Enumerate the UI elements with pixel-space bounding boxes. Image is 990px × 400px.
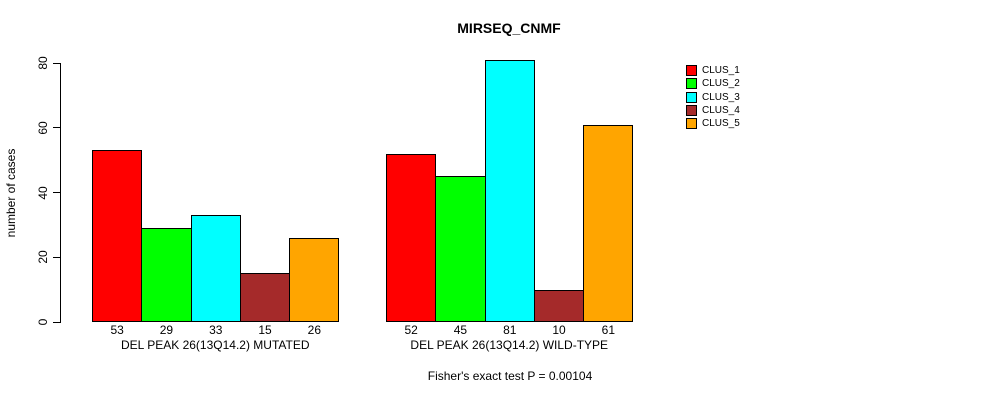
bar-CLUS_3 (484, 59, 535, 322)
legend-swatch-CLUS_3 (686, 91, 697, 103)
legend-item-CLUS_4: CLUS_4 (686, 104, 806, 117)
bar-CLUS_5 (583, 124, 634, 322)
bar-CLUS_1 (386, 153, 437, 322)
legend-swatch-CLUS_5 (686, 118, 697, 130)
bar-value-label: 61 (601, 323, 616, 337)
bar-value-label: 33 (209, 323, 223, 337)
legend-swatch-CLUS_1 (686, 65, 697, 77)
legend-swatch-CLUS_2 (686, 78, 697, 90)
legend-label: CLUS_3 (702, 91, 740, 103)
bar-value-label: 52 (404, 323, 418, 337)
y-axis-tick-label: 40 (36, 185, 50, 200)
y-axis-tick (53, 321, 60, 323)
y-axis-label: number of cases (4, 148, 18, 238)
legend-swatch-CLUS_4 (686, 105, 697, 117)
legend-label: CLUS_5 (702, 118, 740, 130)
legend-item-CLUS_5: CLUS_5 (686, 117, 806, 130)
bar-value-label: 26 (307, 323, 322, 337)
legend-label: CLUS_2 (702, 78, 740, 90)
y-axis-tick (53, 127, 60, 129)
bar-value-label: 15 (258, 323, 272, 337)
y-axis-tick-label: 60 (36, 121, 50, 135)
legend-item-CLUS_3: CLUS_3 (686, 91, 806, 104)
bar-CLUS_4 (239, 273, 291, 322)
bar-CLUS_2 (435, 176, 486, 322)
bar-value-label: 53 (110, 323, 124, 337)
chart-title: MIRSEQ_CNMF (457, 20, 561, 36)
legend-item-CLUS_1: CLUS_1 (686, 64, 806, 77)
bar-value-label: 10 (552, 323, 566, 337)
y-axis-tick-label: 20 (36, 250, 50, 264)
y-axis-tick-label: 80 (36, 56, 50, 70)
legend-item-CLUS_2: CLUS_2 (686, 77, 806, 90)
legend-label: CLUS_1 (702, 65, 740, 77)
bar-CLUS_5 (289, 237, 340, 322)
bar-CLUS_1 (92, 150, 143, 322)
bar-value-label: 45 (453, 323, 468, 337)
y-axis-line (60, 63, 61, 323)
group-label: DEL PEAK 26(13Q14.2) MUTATED (120, 338, 310, 352)
y-axis-tick (53, 256, 60, 258)
y-axis-tick (53, 192, 60, 193)
bar-value-label: 29 (159, 323, 174, 337)
legend-label: CLUS_4 (702, 105, 740, 117)
y-axis-tick (53, 62, 60, 64)
fisher-test-annotation: Fisher's exact test P = 0.00104 (427, 369, 593, 383)
y-axis-tick-label: 0 (36, 318, 50, 326)
group-label: DEL PEAK 26(13Q14.2) WILD-TYPE (410, 338, 609, 352)
legend: CLUS_1 CLUS_2 CLUS_3 CLUS_4 CLUS_5 (686, 64, 806, 130)
bar-CLUS_4 (533, 289, 585, 322)
bar-CLUS_2 (141, 228, 192, 322)
bar-CLUS_3 (190, 215, 241, 322)
bar-value-label: 81 (503, 323, 517, 337)
